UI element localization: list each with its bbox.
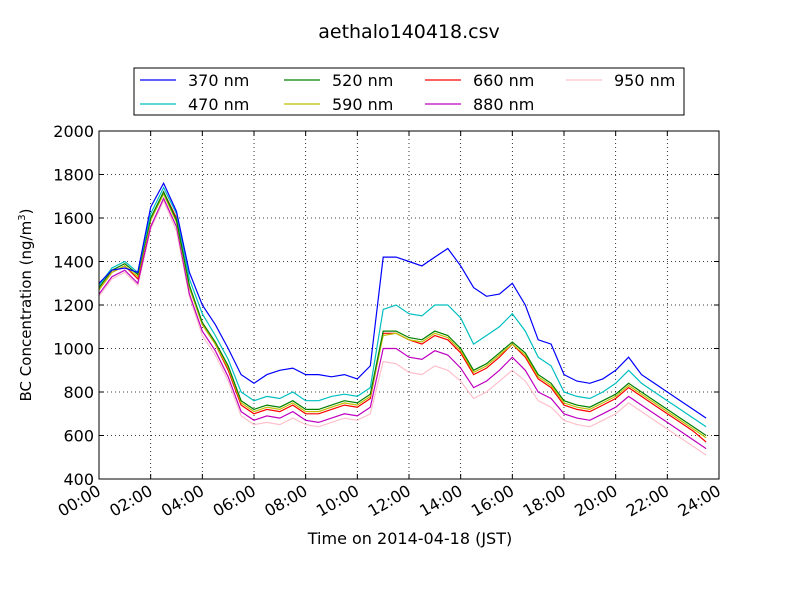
- legend-label: 660 nm: [473, 71, 534, 90]
- x-tick-label: 16:00: [468, 481, 517, 521]
- legend-label: 590 nm: [332, 95, 393, 114]
- x-tick-label: 08:00: [261, 481, 310, 521]
- series-line-880-nm: [98, 196, 707, 450]
- y-tick-label: 1800: [53, 166, 94, 185]
- x-tick-label: 04:00: [158, 481, 207, 521]
- x-tick-label: 06:00: [210, 481, 259, 521]
- x-axis-label: Time on 2014-04-18 (JST): [307, 529, 512, 548]
- x-tick-label: 20:00: [571, 481, 620, 521]
- legend-label: 470 nm: [188, 95, 249, 114]
- y-tick-label: 600: [63, 427, 94, 446]
- x-tick-label: 14:00: [416, 481, 465, 521]
- y-axis-label-close: ): [17, 209, 35, 215]
- y-tick-label: 1400: [53, 253, 94, 272]
- series-line-660-nm: [98, 190, 707, 443]
- y-axis: 400 600 800 1000 1200 1400 1600 1800 2000: [53, 122, 719, 489]
- series-line-520-nm: [98, 190, 707, 436]
- grid-lines: [99, 131, 719, 479]
- y-tick-label: 1200: [53, 296, 94, 315]
- legend-box: [133, 67, 685, 116]
- y-tick-label: 1600: [53, 209, 94, 228]
- y-tick-label: 800: [63, 383, 94, 402]
- y-tick-label: 1000: [53, 340, 94, 359]
- series-line-590-nm: [98, 192, 707, 439]
- x-axis: 00:00 02:00 04:00 06:00 08:00 10:00 12:00 14:00…: [55, 131, 724, 521]
- legend-label: 950 nm: [614, 71, 675, 90]
- plot-series: [98, 181, 707, 456]
- legend-label: 370 nm: [188, 71, 249, 90]
- y-axis-label-sup: 3: [17, 214, 28, 220]
- y-tick-label: 2000: [53, 122, 94, 141]
- legend: 370 nm 470 nm 520 nm 590 nm 660 nm 880 nm 950 …: [133, 67, 685, 116]
- x-tick-label: 02:00: [106, 481, 155, 521]
- x-tick-label: 10:00: [313, 481, 362, 521]
- x-tick-label: 22:00: [623, 481, 672, 521]
- x-tick-label: 18:00: [520, 481, 569, 521]
- y-axis-label: BC Concentration (ng/m3): [17, 209, 35, 402]
- legend-label: 880 nm: [473, 95, 534, 114]
- y-tick-label: 400: [63, 470, 94, 489]
- series-line-370-nm: [98, 181, 707, 419]
- x-tick-label: 12:00: [365, 481, 414, 521]
- series-line-950-nm: [98, 199, 707, 456]
- legend-label: 520 nm: [332, 71, 393, 90]
- y-axis-label-main: BC Concentration (ng/m: [17, 221, 35, 402]
- chart-title: aethalo140418.csv: [318, 21, 500, 43]
- x-tick-label: 24:00: [675, 481, 724, 521]
- series-line-470-nm: [98, 186, 707, 428]
